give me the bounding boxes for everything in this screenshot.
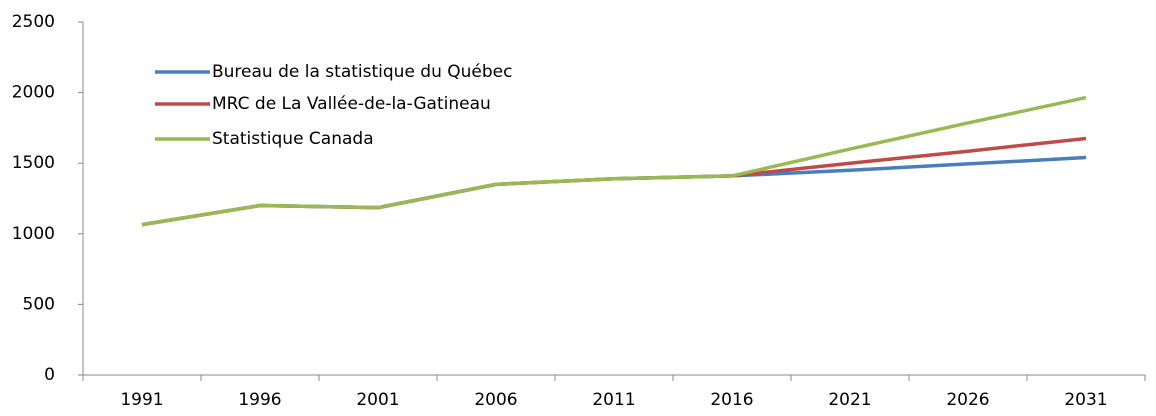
series-line	[141, 136, 1087, 227]
x-tick-label: 2026	[946, 390, 989, 410]
x-tick-label: 1991	[120, 390, 163, 410]
legend-label: MRC de La Vallée-de-la-Gatineau	[212, 94, 491, 114]
y-tick-label: 1500	[12, 153, 55, 173]
x-tick-label: 2031	[1064, 390, 1107, 410]
x-tick-label: 2016	[710, 390, 753, 410]
x-tick-label: 1996	[238, 390, 281, 410]
x-tick-label: 2006	[474, 390, 517, 410]
y-tick-label: 1000	[12, 224, 55, 244]
x-tick-label: 2001	[356, 390, 399, 410]
y-tick-label: 500	[23, 294, 55, 314]
series-line	[141, 95, 1087, 227]
x-tick-label: 2021	[828, 390, 871, 410]
series-line	[141, 155, 1087, 227]
y-tick-label: 0	[44, 365, 55, 385]
legend-label: Bureau de la statistique du Québec	[212, 62, 513, 82]
legend-label: Statistique Canada	[212, 129, 374, 149]
x-tick-label: 2011	[592, 390, 635, 410]
y-tick-label: 2500	[12, 12, 55, 32]
y-tick-label: 2000	[12, 83, 55, 103]
